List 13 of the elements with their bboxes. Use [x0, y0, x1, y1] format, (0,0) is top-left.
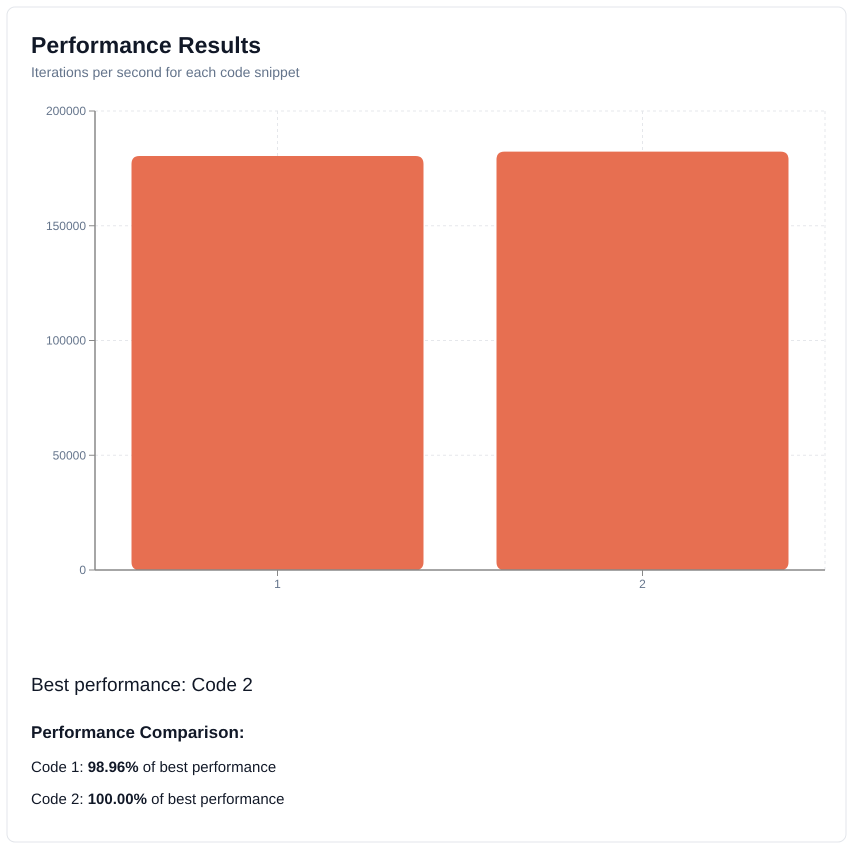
y-tick-label: 100000 — [46, 334, 86, 348]
y-tick-label: 200000 — [46, 104, 86, 118]
x-tick-label: 2 — [639, 577, 646, 591]
chart-subtitle: Iterations per second for each code snippet — [31, 64, 300, 80]
x-tick-label: 1 — [274, 577, 282, 591]
y-tick-label: 50000 — [52, 448, 86, 462]
text: Performance Comparison: — [31, 723, 244, 742]
text: Code 2: 100.00% of best performance — [31, 791, 285, 808]
y-tick-label: 150000 — [46, 218, 86, 233]
text: Best performance: Code 2 — [31, 675, 253, 696]
chart-title: Performance Results — [31, 32, 262, 58]
y-tick-label: 0 — [79, 563, 86, 578]
text: Code 1: 98.96% of best performance — [31, 759, 276, 776]
